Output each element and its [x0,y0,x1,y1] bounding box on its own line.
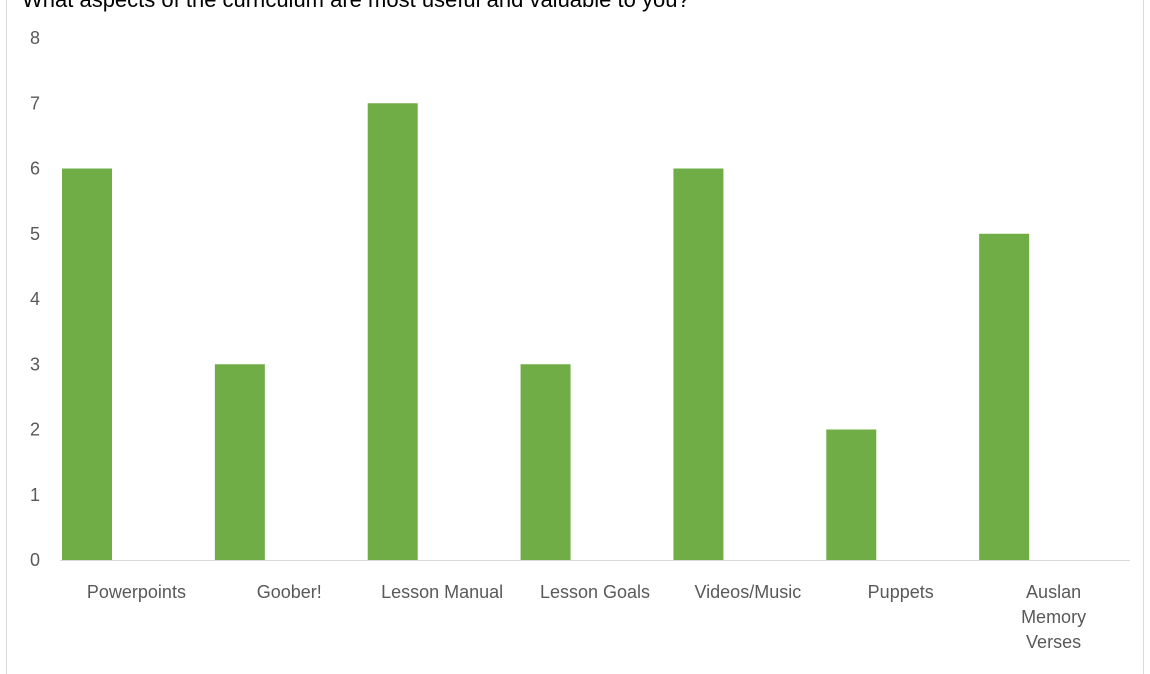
bar [62,168,112,560]
bar [520,364,571,560]
y-tick-label: 6 [30,159,40,179]
x-category-label: Puppets [868,582,934,602]
y-tick-label: 1 [30,485,40,505]
x-category-label: Powerpoints [87,582,186,602]
bar [979,233,1030,560]
x-category-label: Auslan Memory Verses [1021,582,1086,652]
x-category-label: Videos/Music [694,582,801,602]
y-axis-ticks: 0 1 2 3 4 5 6 7 8 [30,28,40,570]
bar [214,364,265,560]
y-tick-label: 5 [30,224,40,244]
y-tick-label: 8 [30,28,40,48]
y-tick-label: 2 [30,420,40,440]
y-tick-label: 4 [30,289,40,309]
bars [62,103,1030,560]
bar [367,103,418,560]
y-tick-label: 0 [30,550,40,570]
x-category-label: Lesson Manual [381,582,503,602]
y-tick-label: 7 [30,93,40,113]
chart-frame [6,0,1144,674]
bar [826,429,877,560]
x-category-label: Lesson Goals [540,582,650,602]
y-tick-label: 3 [30,354,40,374]
bar [673,168,724,560]
x-axis-labels: Powerpoints Goober! Lesson Manual Lesson Go… [87,582,1086,652]
x-category-label: Goober! [257,582,322,602]
chart-title: What aspects of the curriculum are most … [22,0,1132,12]
